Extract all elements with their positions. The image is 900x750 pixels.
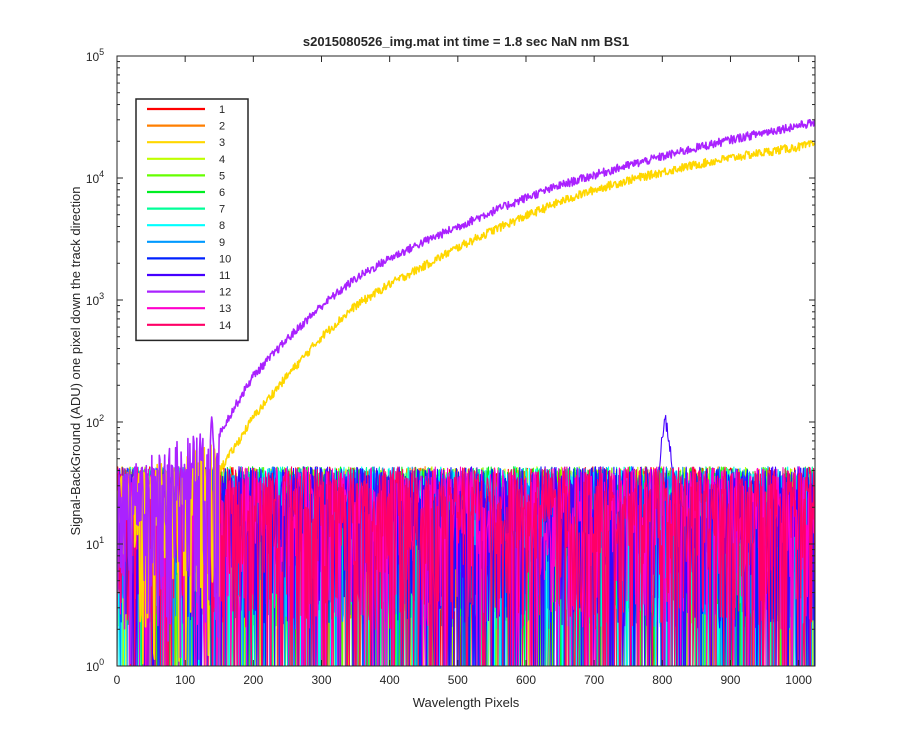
x-tick-label: 400 (380, 673, 400, 687)
y-tick-label: 101 (86, 535, 104, 552)
x-tick-label: 200 (243, 673, 263, 687)
y-tick-label: 105 (86, 47, 104, 64)
x-tick-label: 1000 (785, 673, 812, 687)
legend-label-12: 12 (219, 287, 231, 299)
series-layer (117, 119, 815, 666)
legend-label-14: 14 (219, 320, 231, 332)
x-tick-label: 900 (720, 673, 740, 687)
series-line-14 (117, 466, 815, 666)
legend-label-9: 9 (219, 237, 225, 249)
y-tick-label: 102 (86, 413, 104, 430)
chart-title: s2015080526_img.mat int time = 1.8 sec N… (303, 34, 629, 49)
series-line-13 (117, 466, 815, 666)
series-line-3 (117, 140, 815, 666)
legend-label-1: 1 (219, 104, 225, 116)
x-tick-label: 500 (448, 673, 468, 687)
legend-label-13: 13 (219, 303, 231, 315)
axes-box (116, 55, 816, 667)
y-tick-label: 100 (86, 657, 104, 674)
legend-box (135, 98, 249, 342)
axes-layer: 0 100 200 300 400 500 600 700 800 900 100010010110… (86, 47, 816, 687)
legend-label-2: 2 (219, 121, 225, 133)
legend-label-10: 10 (219, 253, 231, 265)
y-tick-label: 104 (86, 169, 104, 186)
x-tick-label: 0 (114, 673, 121, 687)
y-tick-label: 103 (86, 291, 104, 308)
legend-label-7: 7 (219, 204, 225, 216)
legend-label-6: 6 (219, 187, 225, 199)
legend-label-3: 3 (219, 137, 225, 149)
x-tick-label: 300 (311, 673, 331, 687)
legend-label-11: 11 (219, 270, 230, 282)
legend-label-5: 5 (219, 170, 225, 182)
x-tick-label: 800 (652, 673, 672, 687)
y-axis-label: Signal-BackGround (ADU) one pixel down t… (68, 186, 83, 535)
x-axis-label: Wavelength Pixels (413, 695, 520, 710)
x-tick-label: 600 (516, 673, 536, 687)
x-tick-label: 100 (175, 673, 195, 687)
x-tick-label: 700 (584, 673, 604, 687)
legend-label-4: 4 (219, 154, 225, 166)
legend-label-8: 8 (219, 220, 225, 232)
series-line-12 (117, 119, 815, 664)
